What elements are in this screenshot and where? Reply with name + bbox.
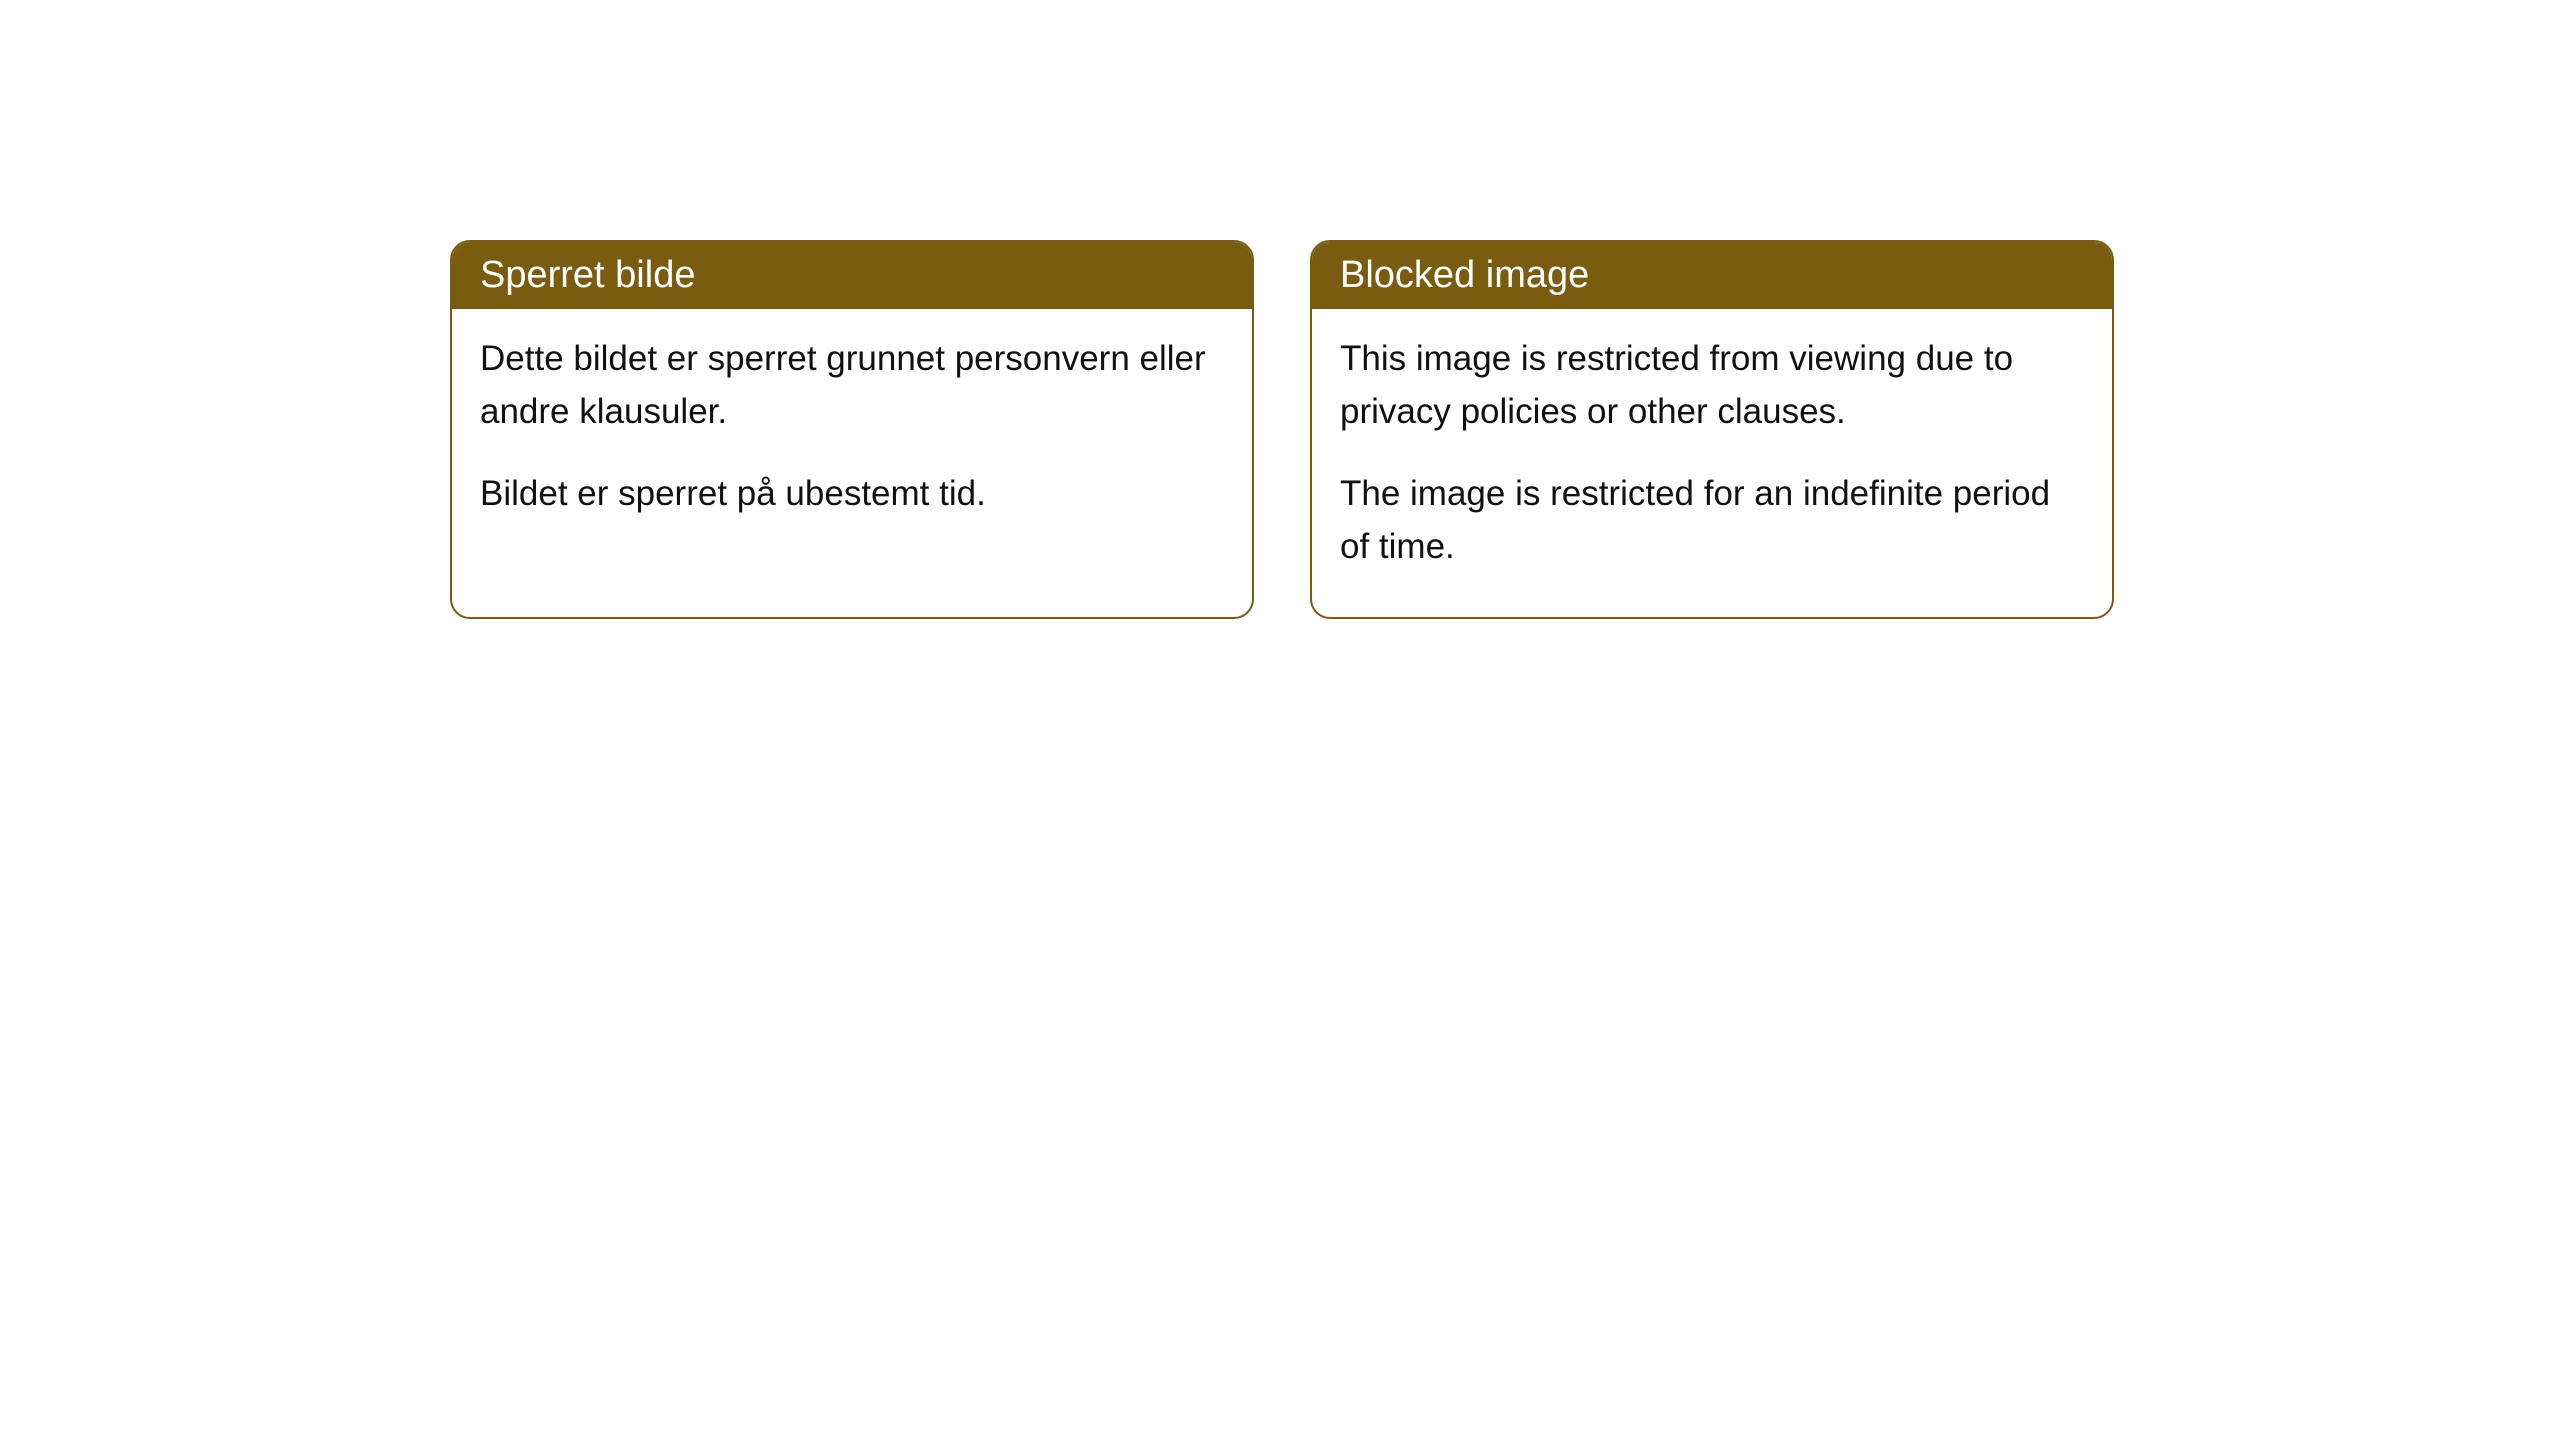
notice-header-norwegian: Sperret bilde <box>452 242 1252 309</box>
notice-paragraph-2: Bildet er sperret på ubestemt tid. <box>480 468 1224 521</box>
notice-card-english: Blocked image This image is restricted f… <box>1310 240 2114 619</box>
notice-container: Sperret bilde Dette bildet er sperret gr… <box>450 240 2114 619</box>
notice-paragraph-2: The image is restricted for an indefinit… <box>1340 468 2084 573</box>
notice-header-english: Blocked image <box>1312 242 2112 309</box>
notice-paragraph-1: This image is restricted from viewing du… <box>1340 333 2084 438</box>
notice-card-norwegian: Sperret bilde Dette bildet er sperret gr… <box>450 240 1254 619</box>
notice-body-english: This image is restricted from viewing du… <box>1312 309 2112 617</box>
notice-paragraph-1: Dette bildet er sperret grunnet personve… <box>480 333 1224 438</box>
notice-body-norwegian: Dette bildet er sperret grunnet personve… <box>452 309 1252 565</box>
